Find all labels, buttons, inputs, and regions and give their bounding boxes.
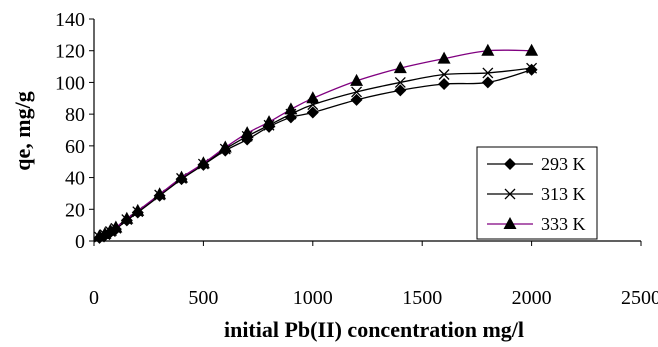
data-point bbox=[394, 76, 406, 88]
data-point bbox=[131, 203, 145, 216]
series-2 bbox=[92, 43, 539, 242]
legend: 293 K 313 K 333 K bbox=[476, 146, 598, 240]
data-point bbox=[525, 43, 539, 56]
series-layer bbox=[92, 43, 539, 244]
series-line bbox=[99, 67, 532, 238]
data-point bbox=[437, 51, 451, 64]
y-tick-label: 140 bbox=[55, 9, 85, 31]
legend-marker bbox=[503, 217, 517, 229]
x-tick-label: 500 bbox=[188, 287, 218, 309]
legend-item-2: 333 K bbox=[487, 214, 586, 234]
x-tick-label: 2500 bbox=[621, 287, 658, 309]
y-tick-label: 20 bbox=[65, 199, 85, 221]
data-point bbox=[525, 63, 538, 76]
legend-label: 333 K bbox=[541, 214, 586, 234]
legend-label: 293 K bbox=[541, 154, 586, 174]
y-axis-title: qe, mg/g bbox=[10, 91, 35, 170]
data-point bbox=[350, 73, 364, 86]
x-tick-label: 2000 bbox=[512, 287, 552, 309]
data-point bbox=[175, 170, 189, 183]
y-tick-label: 100 bbox=[55, 72, 85, 94]
series-line bbox=[99, 69, 532, 239]
data-point bbox=[262, 115, 276, 128]
legend-marker bbox=[504, 188, 516, 200]
data-point bbox=[350, 93, 363, 106]
data-point bbox=[394, 84, 407, 97]
series-0 bbox=[93, 63, 538, 244]
data-point bbox=[306, 91, 320, 104]
legend-item-1: 313 K bbox=[487, 184, 586, 204]
data-point bbox=[393, 61, 407, 74]
data-point bbox=[153, 187, 167, 200]
data-point bbox=[351, 86, 363, 98]
axes: 0 20 40 60 80 100 120 140 0 500 1000 1500 2000 2500 bbox=[55, 9, 658, 309]
y-tick-label: 0 bbox=[75, 231, 85, 253]
legend-label: 313 K bbox=[541, 184, 586, 204]
x-tick-label: 1500 bbox=[402, 287, 442, 309]
y-tick-label: 60 bbox=[65, 136, 85, 158]
data-point bbox=[109, 220, 123, 233]
data-point bbox=[218, 140, 232, 153]
data-point bbox=[284, 102, 298, 115]
data-point bbox=[103, 223, 117, 236]
data-point bbox=[306, 106, 319, 119]
data-point bbox=[196, 156, 210, 169]
legend-item-0: 293 K bbox=[487, 154, 586, 174]
x-axis-title: initial Pb(II) concentration mg/l bbox=[224, 317, 524, 342]
y-tick-label: 80 bbox=[65, 104, 85, 126]
data-point bbox=[481, 76, 494, 89]
data-point bbox=[240, 126, 254, 139]
y-tick-label: 120 bbox=[55, 41, 85, 63]
data-point bbox=[526, 62, 538, 74]
y-tick-label: 40 bbox=[65, 168, 85, 190]
data-point bbox=[482, 67, 494, 79]
data-point bbox=[438, 78, 451, 91]
data-point bbox=[120, 211, 134, 224]
series-1 bbox=[94, 62, 538, 243]
data-point bbox=[98, 226, 112, 239]
series-line bbox=[99, 49, 532, 237]
x-tick-label: 1000 bbox=[293, 287, 333, 309]
legend-marker bbox=[504, 158, 516, 170]
data-point bbox=[438, 69, 450, 80]
x-tick-label: 0 bbox=[89, 287, 99, 309]
data-point bbox=[481, 43, 495, 56]
